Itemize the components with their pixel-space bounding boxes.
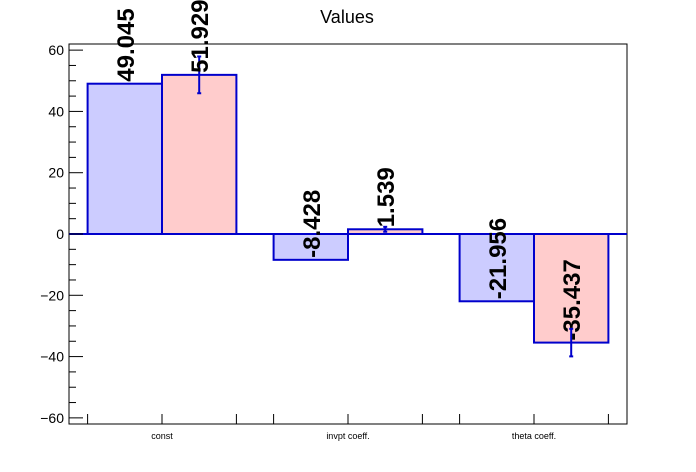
data-label: 1.539 (373, 167, 400, 227)
data-label: -21.956 (485, 218, 512, 299)
bars (86, 55, 610, 358)
y-axis: −60 −40 −20 0 20 40 60 (40, 42, 83, 426)
bar (272, 233, 350, 261)
y-tick-label: −60 (40, 410, 64, 426)
data-label: 51.929 (187, 0, 214, 73)
y-tick-label: 60 (48, 42, 64, 58)
data-label: -8.428 (299, 190, 326, 258)
data-labels: 49.045 -8.428 -21.956 51.929 1.539 -35.437 (113, 0, 586, 341)
chart-title: Values (320, 7, 374, 27)
x-tick-label: theta coeff. (512, 431, 556, 441)
bar (86, 82, 163, 235)
data-label: 49.045 (113, 8, 140, 81)
y-tick-label: 0 (56, 226, 64, 242)
y-tick-label: −40 (40, 349, 64, 365)
data-label: -35.437 (559, 259, 586, 340)
bar (161, 73, 238, 235)
y-tick-label: 40 (48, 103, 64, 119)
x-tick-label: invpt coeff. (326, 431, 369, 441)
y-tick-label: −20 (40, 287, 64, 303)
x-tick-label: const (151, 431, 173, 441)
bar (533, 233, 610, 344)
x-axis: const invpt coeff. theta coeff. (87, 414, 609, 441)
bar (458, 233, 536, 303)
y-tick-label: 20 (48, 165, 64, 181)
